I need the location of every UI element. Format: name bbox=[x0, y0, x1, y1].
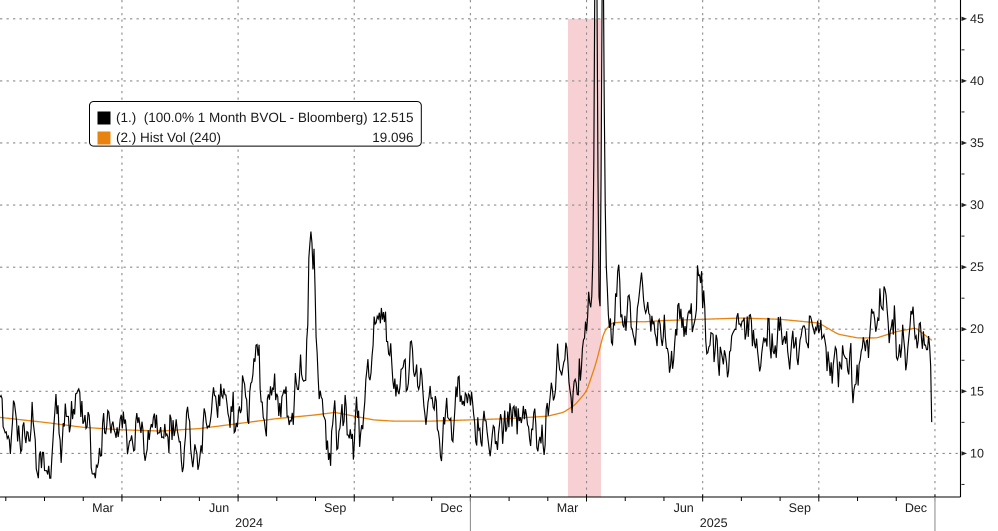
svg-text:Dec: Dec bbox=[440, 501, 462, 515]
svg-text:(2.) Hist Vol (240): (2.) Hist Vol (240) bbox=[116, 130, 221, 145]
svg-text:2024: 2024 bbox=[235, 516, 263, 530]
svg-text:Dec: Dec bbox=[905, 501, 927, 515]
svg-text:35: 35 bbox=[970, 136, 984, 150]
svg-text:10: 10 bbox=[970, 446, 984, 460]
svg-text:20: 20 bbox=[970, 322, 984, 336]
svg-text:Sep: Sep bbox=[324, 501, 346, 515]
svg-text:19.096: 19.096 bbox=[372, 130, 413, 145]
svg-text:40: 40 bbox=[970, 74, 984, 88]
svg-text:Jun: Jun bbox=[674, 501, 694, 515]
svg-text:Jun: Jun bbox=[209, 501, 229, 515]
svg-text:2025: 2025 bbox=[700, 516, 728, 530]
svg-text:15: 15 bbox=[970, 384, 984, 398]
svg-text:(1.) (100.0% 1 Month BVOL - B: (1.) (100.0% 1 Month BVOL - Bloomberg) bbox=[116, 110, 368, 125]
svg-text:45: 45 bbox=[970, 12, 984, 26]
svg-text:Mar: Mar bbox=[557, 501, 579, 515]
svg-text:30: 30 bbox=[970, 198, 984, 212]
svg-text:25: 25 bbox=[970, 260, 984, 274]
svg-text:12.515: 12.515 bbox=[372, 110, 413, 125]
svg-text:Mar: Mar bbox=[92, 501, 114, 515]
svg-text:Sep: Sep bbox=[789, 501, 811, 515]
